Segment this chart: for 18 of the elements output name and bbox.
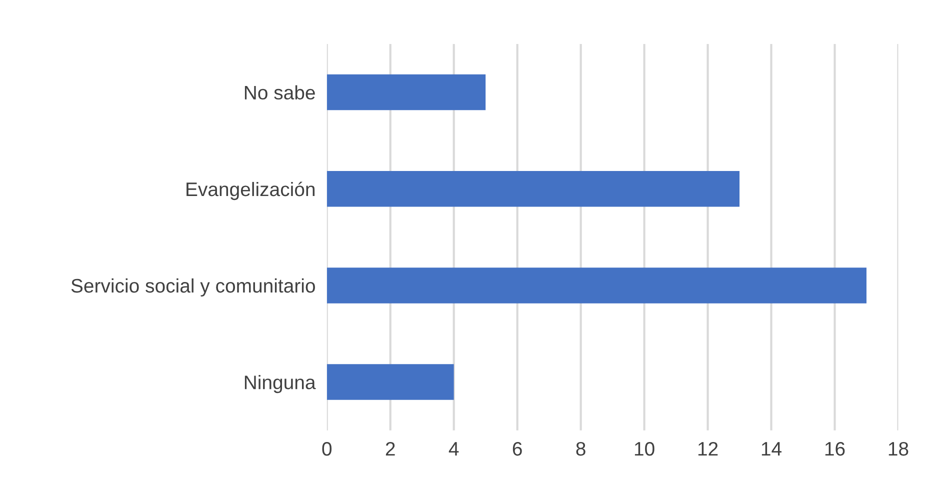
y-tick-label: Ninguna <box>244 374 316 394</box>
x-tick-label: 4 <box>448 442 459 456</box>
x-tick-label: 0 <box>322 442 332 456</box>
x-tick-label: 8 <box>576 442 586 456</box>
bar <box>326 171 740 207</box>
x-tick-label: 2 <box>386 442 395 456</box>
x-tick-label: 18 <box>888 442 908 456</box>
x-tick-label: 16 <box>825 442 845 456</box>
x-tick-label: 14 <box>762 442 782 456</box>
bar <box>326 364 454 400</box>
y-tick-label: No sabe <box>244 85 315 100</box>
y-tick-label: Evangelización <box>186 182 315 200</box>
x-tick-label: 6 <box>512 442 522 456</box>
x-tick-label: 12 <box>698 442 718 456</box>
y-tick-label: Servicio social y comunitario <box>71 278 315 297</box>
bar <box>326 268 866 304</box>
x-tick-label: 10 <box>634 442 654 456</box>
bar <box>326 74 486 110</box>
